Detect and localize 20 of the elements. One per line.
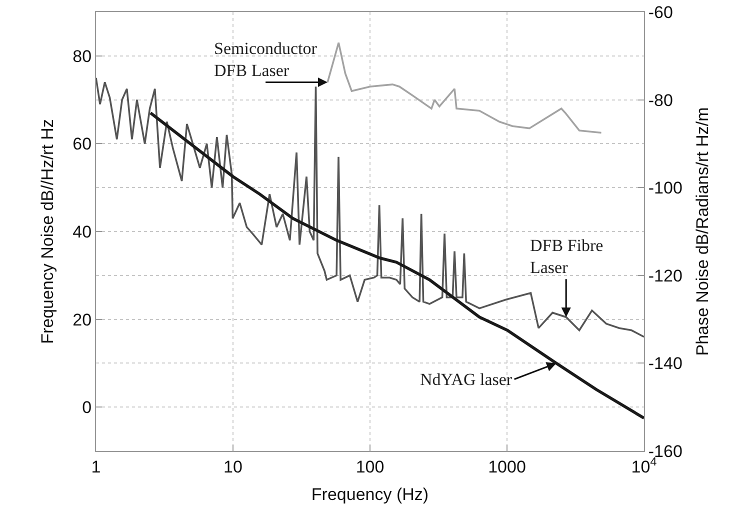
y2-tick-label: -140 <box>648 354 682 374</box>
x-tick-label: 1000 <box>488 457 526 476</box>
y-tick-label: 40 <box>72 222 92 242</box>
y2-tick-label: -60 <box>648 2 673 22</box>
y2-tick-label: -100 <box>648 178 682 198</box>
y-axis-title: Frequency Noise dB//Hz/rt Hz <box>38 119 58 344</box>
y-tick-label: 20 <box>72 310 92 330</box>
x-tick-label: 100 <box>356 457 384 476</box>
y-tick-label: 60 <box>72 134 92 154</box>
y2-axis-title: Phase Noise dB/Radians/rt Hz/m <box>692 107 712 356</box>
y2-tick-label: -80 <box>648 90 673 110</box>
annotation: Semiconductor DFB Laser <box>214 39 318 80</box>
annotation: NdYAG laser <box>420 370 512 389</box>
y2-tick-label: -120 <box>648 266 682 286</box>
x-tick-label: 1 <box>91 457 101 476</box>
y-tick-label: 80 <box>72 46 92 66</box>
x-tick-label: 10 <box>224 457 242 476</box>
y-tick-label: 0 <box>82 398 92 418</box>
annotation: DFB Fibre Laser <box>530 236 604 278</box>
x-axis-title: Frequency (Hz) <box>311 484 429 504</box>
